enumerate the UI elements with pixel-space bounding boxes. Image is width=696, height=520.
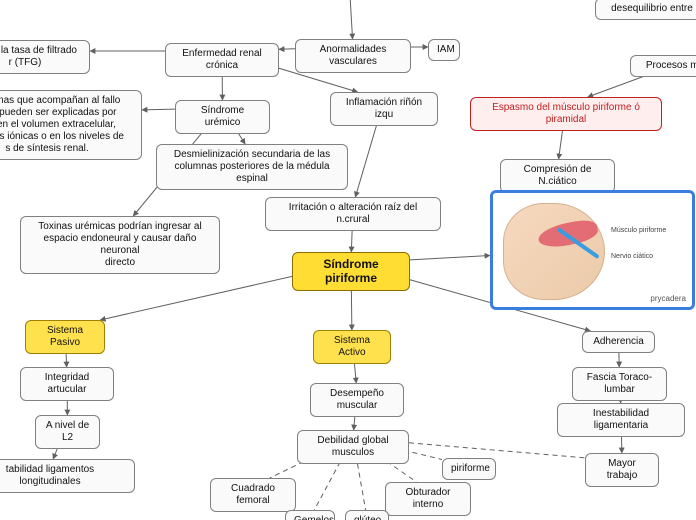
node-n_mayor[interactable]: Mayor trabajo (585, 453, 659, 487)
node-n_compres[interactable]: Compresión de N.ciático (500, 159, 615, 193)
node-n_iam[interactable]: IAM (428, 39, 460, 61)
image-label-muscle: Músculo piriforme (611, 227, 666, 234)
node-n_obtur[interactable]: Obturador interno (385, 482, 471, 516)
node-n_avasc[interactable]: Anormalidades vasculares (295, 39, 411, 73)
node-n_erc[interactable]: Enfermedad renal crónica (165, 43, 279, 77)
node-n_suremico[interactable]: Síndrome urémico (175, 100, 270, 134)
node-n_inflam[interactable]: Inflamación riñón izqu (330, 92, 438, 126)
node-n_sp[interactable]: Síndrome piriforme (292, 252, 410, 291)
node-n_l2[interactable]: A nivel de L2 (35, 415, 100, 449)
diagram-canvas: ón de la tasa de filtrador (TFG) Enfermed… (0, 0, 696, 520)
node-n_espasmo[interactable]: Espasmo del músculo piriforme ó piramida… (470, 97, 662, 131)
node-n_gluteo[interactable]: glúteo (345, 510, 389, 520)
node-n_toxinas[interactable]: Toxinas urémicas podrían ingresar alespa… (20, 216, 220, 274)
node-n_gemelos[interactable]: Gemelos (285, 510, 335, 520)
image-credit: prycadera (650, 294, 686, 303)
node-n_desemp[interactable]: Desempeño muscular (310, 383, 404, 417)
node-n_integ[interactable]: Integridad artucular (20, 367, 114, 401)
node-n_inest[interactable]: Inestabilidad ligamentaria (557, 403, 685, 437)
image-label-nerve: Nervio ciático (611, 253, 653, 260)
node-n_fascia[interactable]: Fascia Toraco-lumbar (572, 367, 667, 401)
node-n_activo[interactable]: Sistema Activo (313, 330, 391, 364)
anatomy-image: Músculo piriforme Nervio ciático prycade… (490, 190, 695, 310)
node-n_irrit[interactable]: Irritación o alteración raíz del n.crura… (265, 197, 441, 231)
node-n_cuadr[interactable]: Cuadrado femoral (210, 478, 296, 512)
node-n_tfg[interactable]: ón de la tasa de filtrador (TFG) (0, 40, 90, 74)
node-n_adher[interactable]: Adherencia (582, 331, 655, 353)
node-n_deseq[interactable]: desequilibrio entre el cal (595, 0, 696, 20)
node-n_piri[interactable]: piriforme (442, 458, 496, 480)
node-n_pasivo[interactable]: Sistema Pasivo (25, 320, 105, 354)
node-n_debil[interactable]: Debilidad global musculos (297, 430, 409, 464)
node-n_proc[interactable]: Procesos musc (630, 55, 696, 77)
node-n_desm[interactable]: Desmielinización secundaria de lascolumn… (156, 144, 348, 190)
node-n_sintomas[interactable]: síntomas que acompañan al fallos no pued… (0, 90, 142, 160)
node-n_liglong[interactable]: tabilidad ligamentos longitudinales (0, 459, 135, 493)
